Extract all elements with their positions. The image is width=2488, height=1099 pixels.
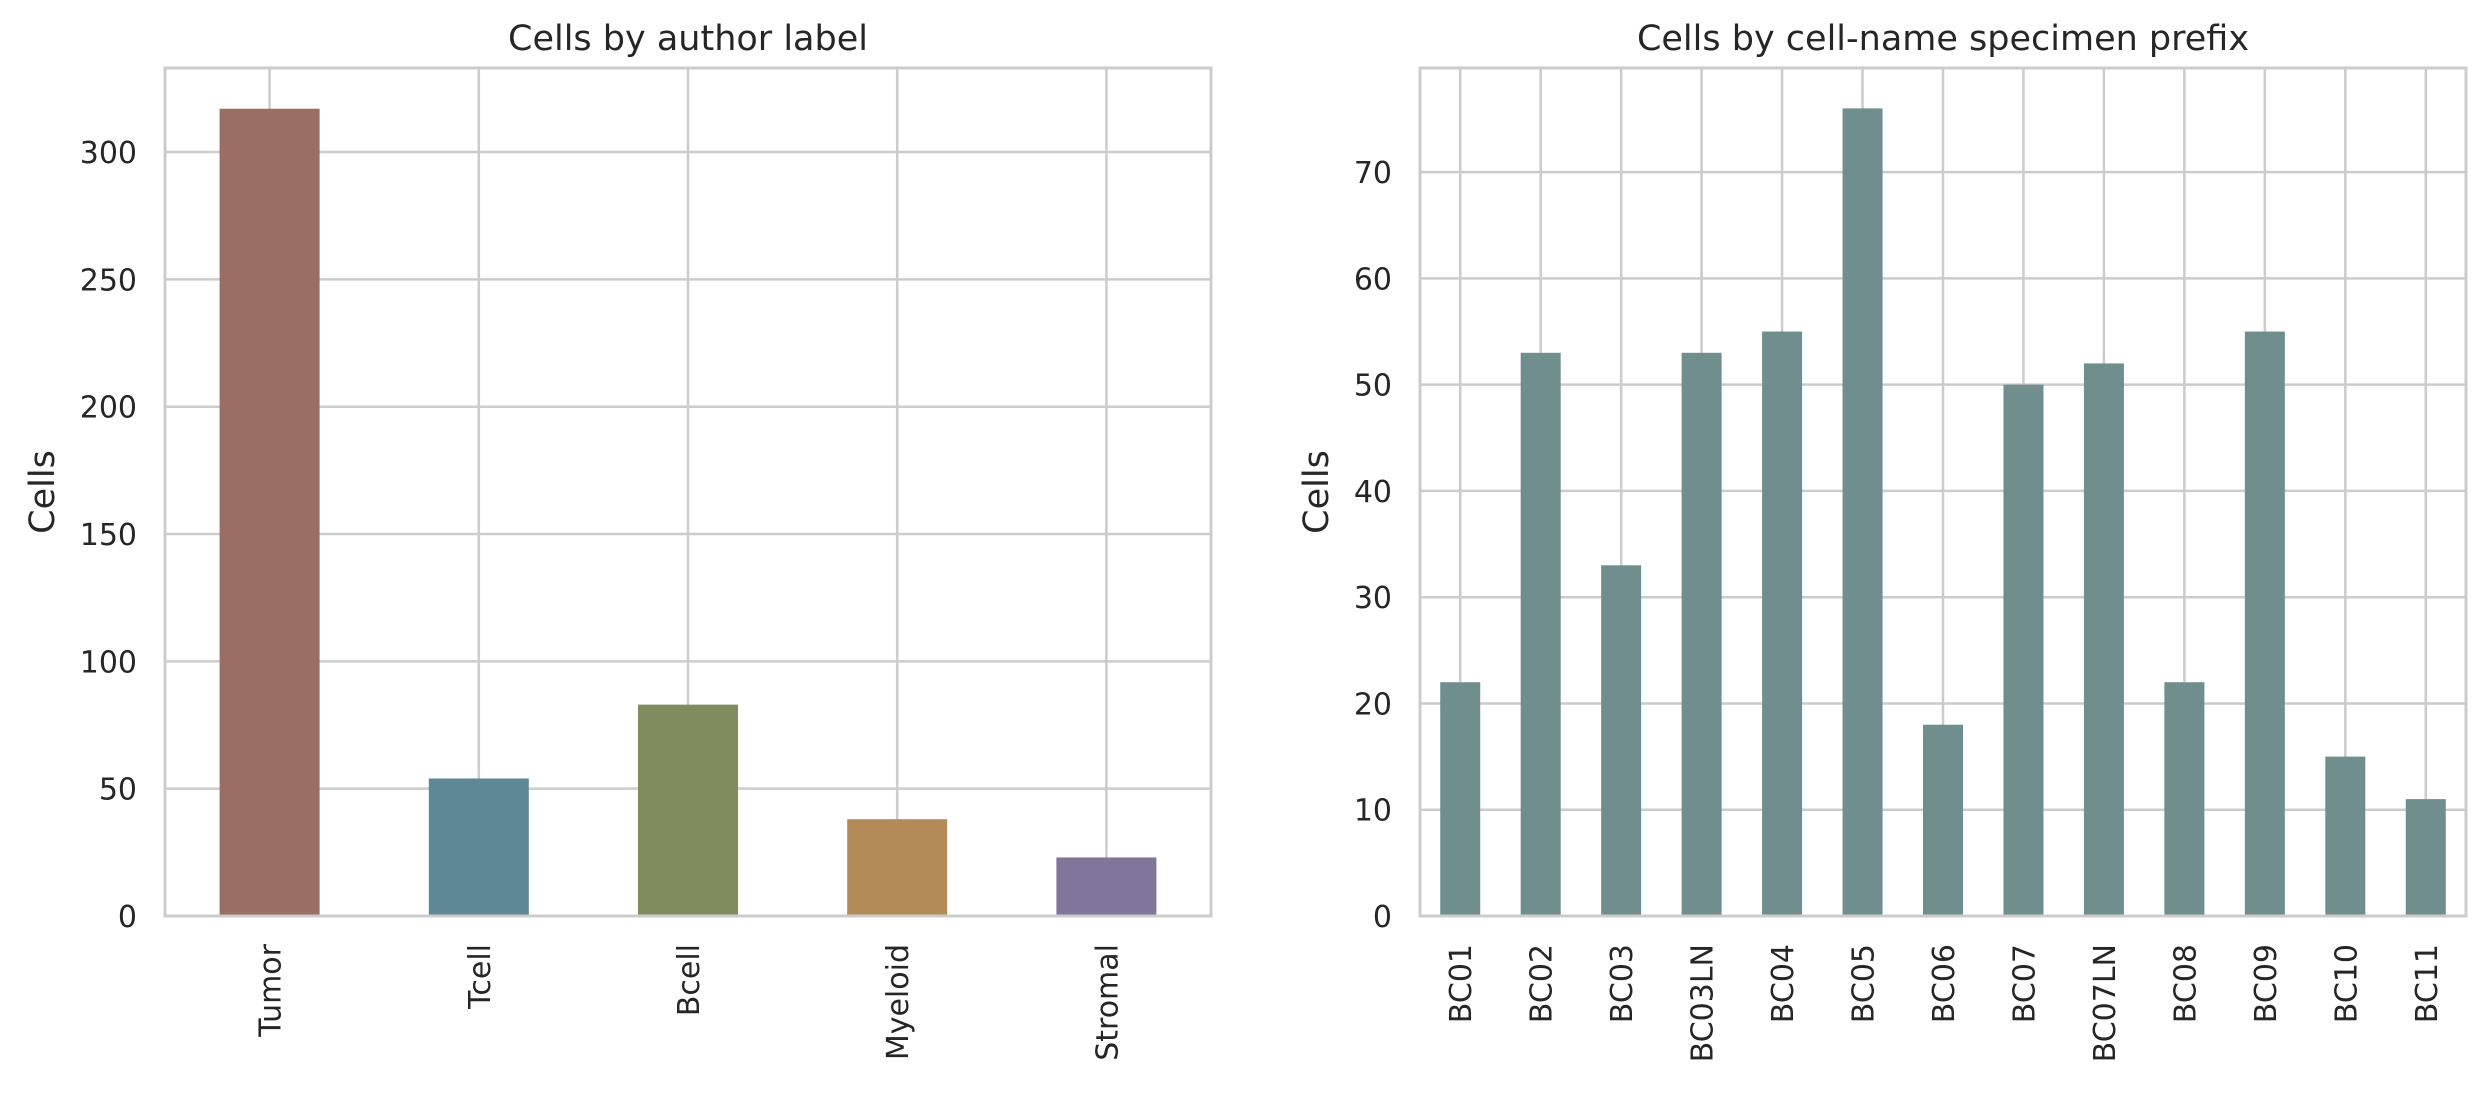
plot-frame [1418, 66, 2468, 918]
x-tick-label: BC08 [2168, 944, 2203, 1023]
x-tick-label: BC01 [1444, 944, 1479, 1023]
bar-bc04 [1762, 331, 1803, 917]
x-tick-label: BC09 [2249, 944, 2284, 1023]
bar-bc05 [1842, 108, 1883, 916]
y-tick-label: 50 [1354, 369, 1392, 404]
y-tick-label: 200 [80, 391, 137, 426]
y-tick-label: 150 [80, 518, 137, 553]
y-tick-label: 10 [1354, 794, 1392, 829]
bar-bc06 [1923, 724, 1963, 916]
x-tick-label: Stromal [1090, 944, 1125, 1061]
x-tick-label: BC03LN [1686, 944, 1721, 1062]
y-tick-label: 100 [80, 645, 137, 680]
y-tick-label: 70 [1354, 156, 1392, 191]
x-tick-label: Tcell [463, 944, 498, 1010]
y-tick-label: 0 [1373, 900, 1392, 935]
x-tick-label: BC02 [1525, 944, 1560, 1023]
plot-frame [163, 66, 1213, 918]
x-tick-label: BC07LN [2088, 944, 2123, 1062]
y-tick-label: 50 [99, 773, 137, 808]
bar-bc01 [1440, 682, 1481, 916]
y-tick-label: 40 [1354, 475, 1392, 510]
x-tick-label: Tumor [254, 943, 289, 1037]
bars [219, 108, 1157, 916]
bar-bc07 [2003, 384, 2044, 916]
x-tick-labels: BC01 BC02 BC03 BC03LN BC04 BC05 BC06 BC07 BC07LN… [1444, 944, 2445, 1062]
x-tick-label: BC07 [2007, 944, 2042, 1023]
x-tick-label: Myeloid [881, 944, 916, 1060]
x-tick-labels: Tumor Tcell Bcell Myeloid Stromal [254, 943, 1126, 1060]
x-tick-label: BC03 [1605, 944, 1640, 1023]
y-tick-labels: 0 50 100 150 200 250 300 [80, 136, 137, 935]
x-tick-label: BC11 [2410, 944, 2445, 1023]
bar-bc03 [1601, 565, 1642, 916]
bar-bc02 [1520, 352, 1561, 916]
x-tick-label: Bcell [672, 944, 707, 1016]
bar-bc03ln [1681, 352, 1722, 916]
y-tick-label: 20 [1354, 687, 1392, 722]
y-tick-label: 250 [80, 263, 137, 298]
y-tick-label: 300 [80, 136, 137, 171]
y-tick-label: 30 [1354, 581, 1392, 616]
x-tick-label: BC10 [2329, 944, 2364, 1023]
y-tick-label: 60 [1354, 262, 1392, 297]
y-axis-label: Cells [1297, 450, 1337, 534]
bars [1440, 108, 2446, 917]
chart-author-label: 0 50 100 150 200 250 300 Tumor Tcell Bcell Myeloi… [23, 19, 1213, 1061]
x-tick-label: BC06 [1927, 944, 1962, 1023]
y-tick-labels: 0 10 20 30 40 50 60 70 [1354, 156, 1392, 935]
bar-myeloid [847, 819, 948, 916]
chart-title: Cells by author label [508, 19, 868, 59]
bar-bc11 [2405, 799, 2446, 916]
x-tick-label: BC05 [1847, 944, 1882, 1023]
bar-bc10 [2325, 756, 2366, 916]
bar-tumor [219, 108, 320, 916]
bar-bc07ln [2083, 363, 2124, 916]
bar-bcell [638, 704, 738, 916]
bar-tcell [428, 778, 529, 916]
bar-stromal [1056, 857, 1157, 916]
bar-bc08 [2164, 682, 2205, 916]
x-tick-label: BC04 [1766, 944, 1801, 1023]
bar-bc09 [2244, 331, 2285, 917]
chart-title: Cells by cell-name specimen prefix [1637, 19, 2249, 59]
y-tick-label: 0 [118, 900, 137, 935]
y-axis-label: Cells [23, 450, 63, 534]
